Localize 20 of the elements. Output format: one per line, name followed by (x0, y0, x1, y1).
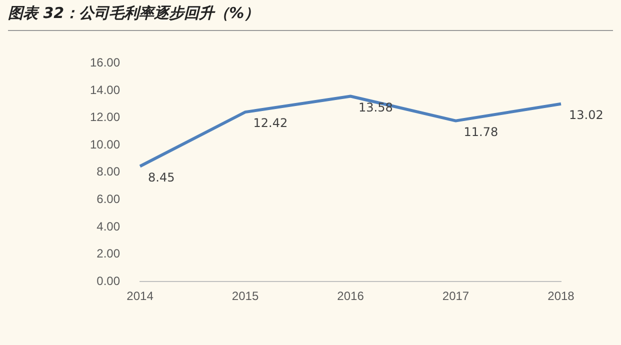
y-tick-label: 10.00 (90, 137, 120, 152)
y-tick-label: 6.00 (96, 192, 120, 206)
y-tick-label: 14.00 (90, 82, 120, 97)
x-tick-label: 2016 (337, 289, 364, 304)
x-tick-label: 2018 (548, 289, 575, 304)
x-tick-label: 2014 (126, 289, 154, 304)
y-tick-label: 12.00 (90, 110, 120, 124)
y-tick-label: 4.00 (96, 219, 120, 234)
data-label: 11.78 (464, 124, 498, 139)
data-label: 8.45 (148, 170, 175, 184)
y-tick-label: 16.00 (90, 56, 120, 70)
y-tick-label: 2.00 (96, 246, 120, 261)
x-tick-label: 2015 (232, 289, 259, 304)
y-tick-label: 8.00 (96, 164, 120, 179)
x-tick-label: 2017 (442, 289, 470, 304)
chart-title: 图表 32：公司毛利率逐步回升（%） (8, 4, 260, 23)
y-tick-label: 0.00 (96, 274, 120, 288)
data-label: 13.02 (569, 108, 604, 122)
data-label: 13.58 (358, 100, 393, 114)
data-label: 12.42 (253, 116, 288, 130)
